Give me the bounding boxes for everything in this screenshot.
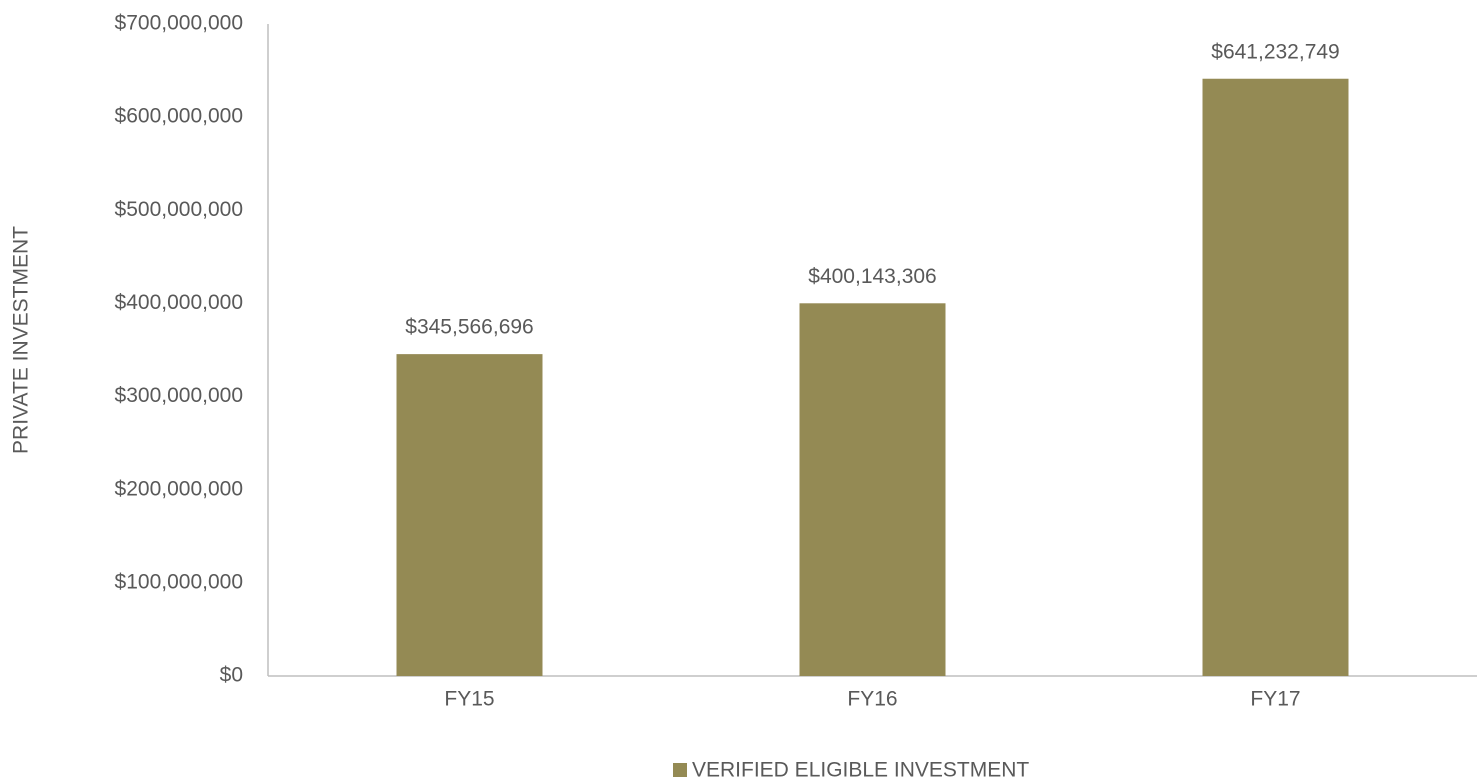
y-tick-label: $500,000,000 [115, 198, 243, 221]
y-tick-label: $700,000,000 [115, 12, 243, 35]
bar [1202, 78, 1349, 677]
y-tick-label: $100,000,000 [115, 570, 243, 593]
data-label: $400,143,306 [808, 265, 936, 288]
legend-label: VERIFIED ELIGIBLE INVESTMENT [692, 759, 1029, 782]
y-tick-label: $600,000,000 [115, 105, 243, 128]
x-tick-label: FY15 [444, 688, 494, 711]
data-label: $641,232,749 [1211, 40, 1339, 63]
legend-swatch [673, 763, 687, 777]
bar [396, 354, 543, 676]
y-tick-label: $200,000,000 [115, 477, 243, 500]
y-tick-label: $400,000,000 [115, 291, 243, 314]
x-tick-label: FY16 [847, 688, 897, 711]
data-label: $345,566,696 [405, 316, 533, 339]
bar [799, 303, 946, 676]
x-tick-label: FY17 [1250, 688, 1300, 711]
y-tick-label: $300,000,000 [115, 384, 243, 407]
y-axis-label: PRIVATE INVESTMENT [10, 226, 33, 454]
y-tick-label: $0 [220, 664, 243, 687]
